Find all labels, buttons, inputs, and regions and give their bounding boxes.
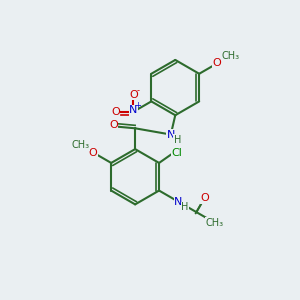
Text: O: O — [111, 107, 120, 117]
Text: O: O — [129, 90, 138, 100]
Text: +: + — [134, 101, 141, 110]
Text: CH₃: CH₃ — [206, 218, 224, 227]
Text: Cl: Cl — [172, 148, 183, 158]
Text: O: O — [109, 120, 118, 130]
Text: -: - — [136, 86, 139, 95]
Text: H: H — [181, 202, 189, 212]
Text: N: N — [167, 130, 175, 140]
Text: O: O — [89, 148, 98, 158]
Text: O: O — [213, 58, 222, 68]
Text: CH₃: CH₃ — [71, 140, 89, 150]
Text: H: H — [174, 135, 181, 145]
Text: N: N — [174, 197, 183, 207]
Text: N: N — [129, 105, 137, 115]
Text: O: O — [200, 193, 209, 203]
Text: CH₃: CH₃ — [221, 51, 239, 61]
